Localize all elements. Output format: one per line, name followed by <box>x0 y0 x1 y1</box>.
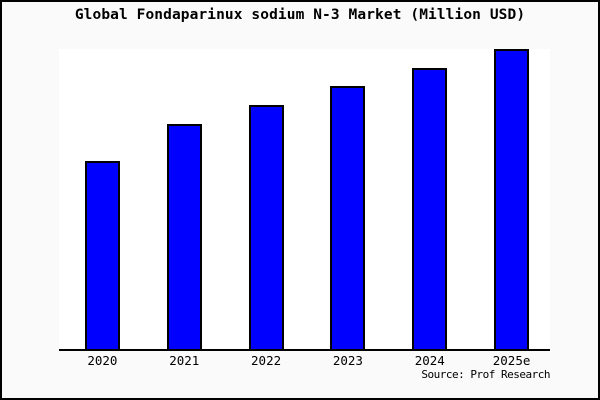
x-tick-label-2023: 2023 <box>332 353 363 368</box>
bar-2022 <box>248 105 284 349</box>
bar-2024 <box>412 68 448 349</box>
bar-2021 <box>166 124 202 349</box>
x-tick-label-2020: 2020 <box>87 353 118 368</box>
chart-title: Global Fondaparinux sodium N-3 Market (M… <box>74 7 526 23</box>
x-tick-label-2024: 2024 <box>414 353 445 368</box>
x-tick-label-2022: 2022 <box>251 353 282 368</box>
plot-area <box>59 49 550 351</box>
source-credit: Source: Prof Research <box>421 368 550 381</box>
bar-2023 <box>330 86 366 349</box>
x-tick-label-2021: 2021 <box>169 353 200 368</box>
x-tick-label-2025e: 2025e <box>492 353 531 368</box>
x-axis-labels: 2020 2021 2022 2023 2024 2025e <box>59 354 550 370</box>
bar-2020 <box>84 161 120 349</box>
bar-2025e <box>494 49 530 349</box>
